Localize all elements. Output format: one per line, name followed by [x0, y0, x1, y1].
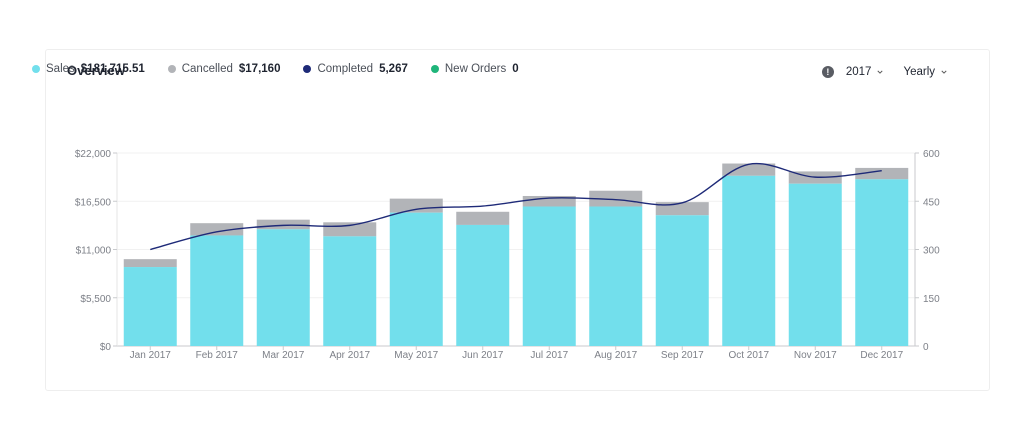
- x-tick-label: Jan 2017: [130, 350, 172, 361]
- legend-label: Sales: [46, 63, 75, 75]
- legend-value: 0: [512, 63, 519, 75]
- bar-cancelled: [323, 222, 377, 237]
- bar-cancelled: [522, 195, 576, 207]
- y-left-tick-label: $0: [100, 342, 112, 353]
- bar-cancelled: [722, 163, 776, 176]
- legend-item-cancelled[interactable]: Cancelled $17,160: [167, 63, 281, 75]
- bar-cancelled: [855, 167, 909, 180]
- legend-value: $17,160: [238, 63, 281, 75]
- chart-controls: ! 2017 Yearly: [821, 66, 947, 78]
- x-tick-label: Apr 2017: [329, 350, 370, 361]
- x-tick-label: Mar 2017: [262, 350, 305, 361]
- period-select-value: Yearly: [903, 66, 935, 78]
- x-tick-label: Feb 2017: [196, 350, 239, 361]
- bar-sales: [589, 206, 643, 346]
- bar-cancelled: [456, 211, 510, 225]
- bar-cancelled: [190, 223, 244, 236]
- y-right-tick-label: 450: [923, 197, 940, 208]
- bar-cancelled: [123, 259, 177, 268]
- x-tick-label: Oct 2017: [728, 350, 769, 361]
- legend-label: Cancelled: [181, 63, 233, 75]
- y-right-tick-label: 600: [923, 149, 940, 160]
- bar-sales: [123, 267, 177, 346]
- legend-value: $181,715.51: [80, 63, 145, 75]
- bar-cancelled: [589, 190, 643, 207]
- legend-dot: [32, 65, 40, 73]
- chevron-down-icon: [941, 70, 947, 74]
- bar-sales: [655, 215, 709, 346]
- bar-sales: [456, 224, 510, 346]
- y-right-tick-label: 150: [923, 294, 940, 305]
- bar-cancelled: [389, 198, 443, 213]
- x-tick-label: Jun 2017: [462, 350, 504, 361]
- bar-sales: [522, 206, 576, 346]
- completed-line: [150, 162, 882, 251]
- bar-cancelled: [655, 202, 709, 216]
- legend-item-sales[interactable]: Sales $181,715.51: [32, 63, 145, 75]
- year-select[interactable]: 2017: [846, 66, 884, 78]
- x-tick-label: May 2017: [394, 350, 438, 361]
- bar-sales: [256, 229, 310, 346]
- bar-sales: [855, 179, 909, 346]
- legend-dot: [303, 65, 312, 73]
- chevron-down-icon: [877, 70, 884, 74]
- info-icon[interactable]: !: [821, 66, 834, 78]
- x-tick-label: Nov 2017: [794, 350, 837, 361]
- bar-cancelled: [256, 219, 310, 230]
- bar-sales: [323, 236, 377, 346]
- bar-sales: [788, 183, 842, 346]
- legend-item-new-orders[interactable]: New Orders 0: [430, 63, 519, 75]
- legend-label: New Orders: [444, 63, 507, 75]
- legend-label: Completed: [317, 63, 374, 75]
- year-select-value: 2017: [845, 66, 872, 78]
- bar-sales: [190, 235, 244, 346]
- x-tick-label: Aug 2017: [594, 350, 637, 361]
- legend-dot: [167, 65, 176, 73]
- x-tick-label: Sep 2017: [661, 350, 704, 361]
- chart-legend: Sales $181,715.51 Cancelled $17,160 Comp…: [32, 63, 542, 75]
- y-right-tick-label: 300: [923, 246, 940, 257]
- x-tick-label: Dec 2017: [860, 350, 903, 361]
- period-select[interactable]: Yearly: [903, 66, 947, 78]
- legend-value: 5,267: [379, 63, 408, 75]
- legend-item-completed[interactable]: Completed 5,267: [303, 63, 408, 75]
- card-title: Overview: [67, 63, 125, 78]
- legend-dot: [430, 65, 439, 73]
- y-left-tick-label: $22,000: [75, 149, 112, 160]
- y-left-tick-label: $11,000: [76, 246, 112, 257]
- x-tick-label: Jul 2017: [530, 350, 568, 361]
- y-left-tick-label: $5,500: [80, 294, 111, 305]
- bar-sales: [389, 212, 443, 346]
- y-right-tick-label: 0: [923, 342, 929, 353]
- y-left-tick-label: $16,500: [75, 197, 112, 208]
- bar-sales: [722, 175, 776, 346]
